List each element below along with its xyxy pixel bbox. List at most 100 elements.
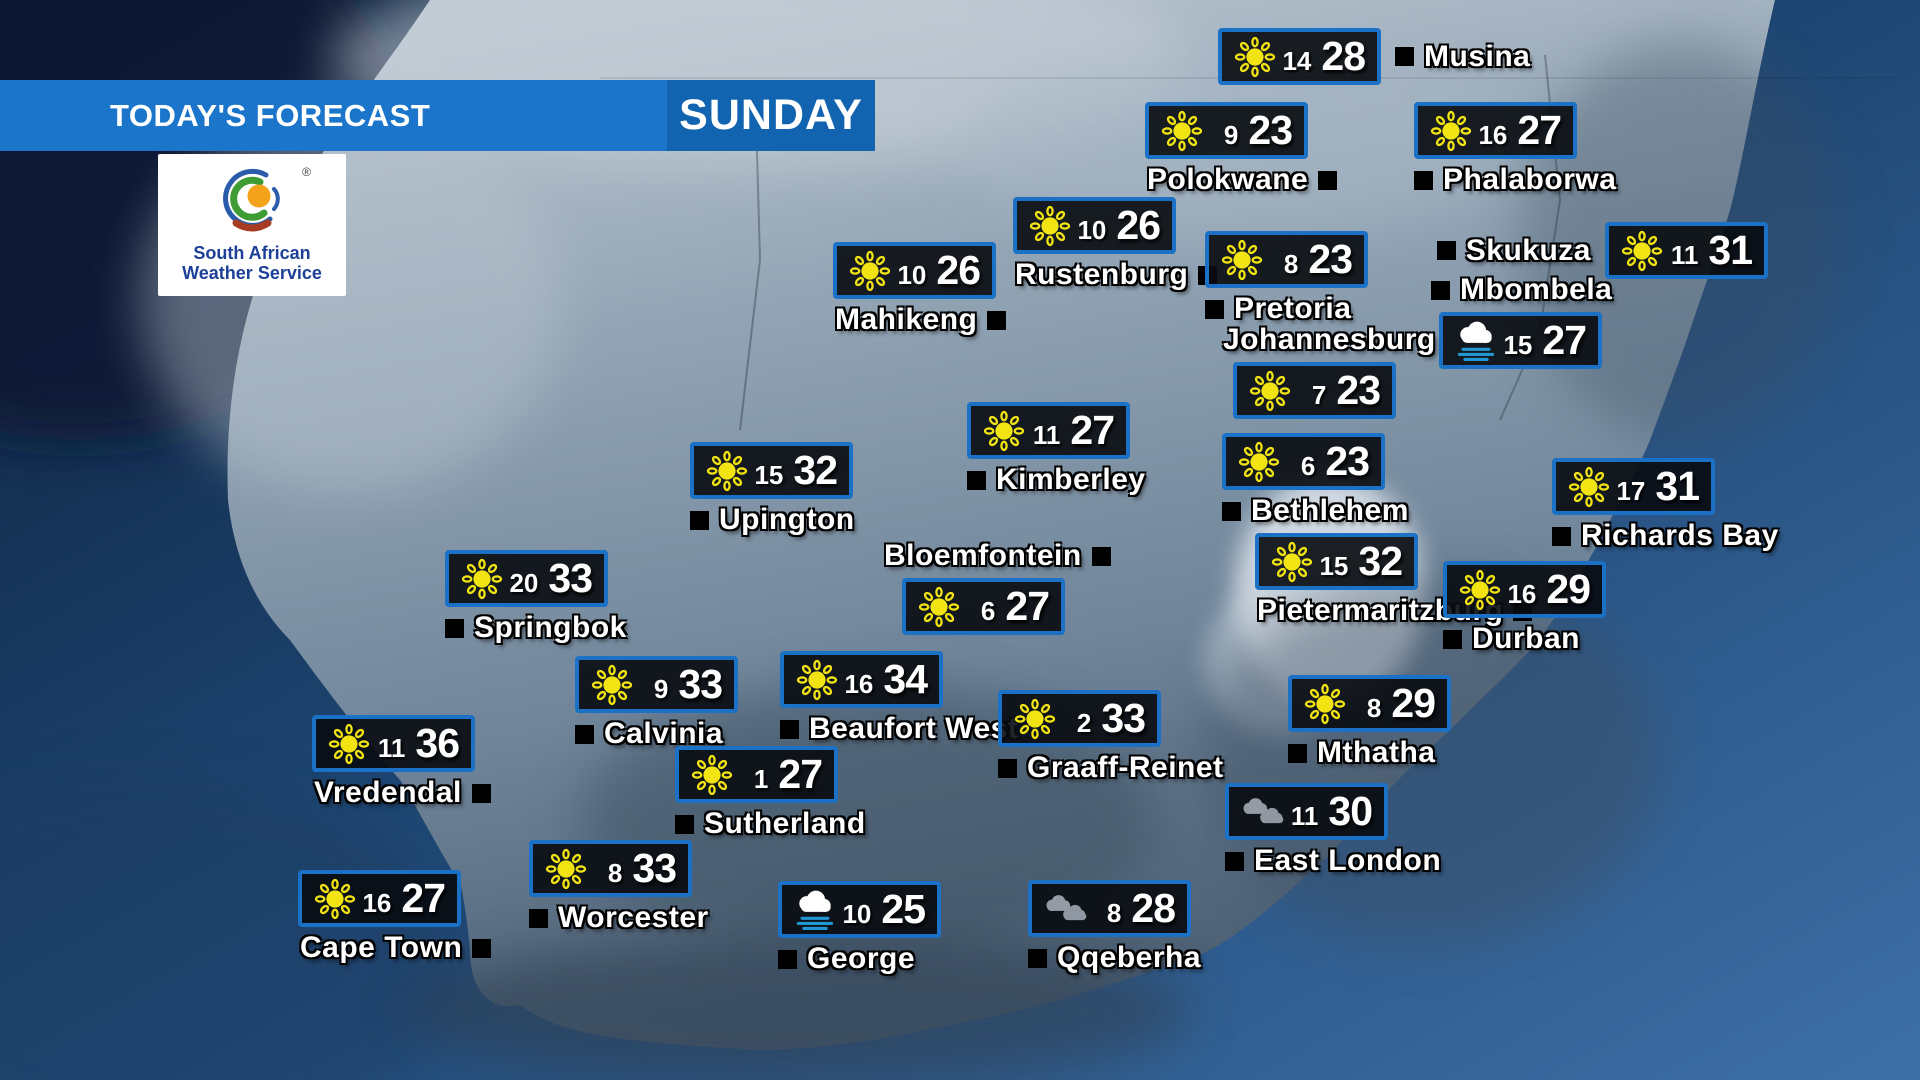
max-temp: 26 (936, 247, 981, 293)
city-name: Upington (719, 503, 855, 536)
city-name: Mthatha (1317, 736, 1436, 769)
city-label: Qqeberha (1028, 941, 1201, 975)
weather-badge: 10 26 (833, 242, 996, 299)
logo-line1: South African (193, 242, 311, 263)
weather-badge: 10 25 (778, 881, 941, 938)
weather-badge: 6 23 (1222, 433, 1385, 490)
map-marker-icon (967, 470, 986, 490)
city-johannesburg: 7 23 Johannesburg (1223, 323, 1435, 419)
city-name: Bloemfontein (884, 539, 1082, 572)
min-temp: 11 (1670, 240, 1699, 270)
temps: 9 23 (1224, 107, 1293, 154)
temps: 8 29 (1366, 680, 1436, 727)
map-marker-icon (1288, 743, 1307, 763)
max-temp: 27 (1517, 107, 1562, 153)
map-marker-icon (1225, 851, 1244, 871)
min-temp: 10 (897, 260, 927, 290)
city-name: Springbok (474, 611, 627, 644)
max-temp: 27 (1542, 317, 1587, 363)
max-temp: 26 (1116, 202, 1161, 248)
max-temp: 27 (1070, 407, 1115, 453)
registered-mark: ® (302, 164, 311, 179)
city-polokwane: 9 23 Polokwane (1145, 102, 1338, 196)
map-marker-icon (1443, 629, 1462, 649)
temps: 20 33 (509, 555, 593, 602)
city-bloemfontein: 6 27 Bloemfontein (884, 539, 1111, 635)
sunny-icon (541, 846, 591, 892)
city-label: Bethlehem (1222, 494, 1409, 528)
sunny-icon (1564, 464, 1614, 510)
city-label: East London (1225, 844, 1441, 878)
day-box: SUNDAY (667, 80, 875, 151)
temps: 11 36 (378, 720, 460, 767)
city-kimberley: 11 27 Kimberley (967, 402, 1145, 496)
city-label: Rustenburg (1015, 258, 1218, 292)
forecast-title: TODAY'S FORECAST (110, 97, 431, 133)
city-label: Cape Town (300, 931, 492, 965)
max-temp: 33 (678, 661, 723, 707)
weather-badge: 6 27 (902, 578, 1065, 635)
map-marker-icon (675, 814, 694, 834)
city-name: Polokwane (1147, 163, 1309, 196)
weather-badge: 2 33 (998, 690, 1161, 747)
min-temp: 16 (1478, 120, 1508, 150)
city-name: Calvinia (604, 717, 724, 750)
city-upington: 15 32 Upington (690, 442, 854, 536)
temps: 14 28 (1282, 33, 1366, 80)
city-label: Polokwane (1147, 163, 1338, 197)
map-marker-icon (1028, 948, 1047, 968)
temps: 11 27 (1033, 407, 1115, 454)
min-temp: 11 (1290, 801, 1319, 831)
city-label: Graaff-Reinet (998, 751, 1224, 785)
weather-badge: 8 29 (1288, 675, 1451, 732)
city-label: Durban (1443, 622, 1580, 656)
sunny-icon (587, 662, 637, 708)
min-temp: 15 (754, 460, 784, 490)
temps: 8 33 (608, 845, 677, 892)
city-name: Graaff-Reinet (1027, 751, 1224, 784)
city-qqeberha: 8 28 Qqeberha (1028, 880, 1201, 974)
city-phalaborwa: 16 27 Phalaborwa (1414, 102, 1616, 196)
weather-badge: 16 27 (1414, 102, 1577, 159)
city-durban: 16 29 Durban (1443, 561, 1606, 655)
weather-badge: 15 27 (1439, 312, 1602, 369)
min-temp: 6 (1300, 451, 1316, 481)
sunny-icon (1426, 108, 1476, 154)
map-marker-icon (1552, 526, 1571, 546)
sunny-icon (1157, 108, 1207, 154)
temps: 6 27 (981, 583, 1050, 630)
map-marker-icon (575, 724, 594, 744)
min-temp: 8 (1366, 693, 1382, 723)
min-temp: 14 (1282, 46, 1312, 76)
min-temp: 10 (1077, 215, 1107, 245)
temps: 10 26 (1077, 202, 1161, 249)
sunny-icon (1217, 237, 1267, 283)
min-temp: 17 (1616, 476, 1646, 506)
city-name: Worcester (558, 901, 709, 934)
city-name: Johannesburg (1223, 323, 1436, 356)
cloudy-icon (1040, 892, 1090, 926)
temps: 8 23 (1284, 236, 1353, 283)
city-name: Kimberley (996, 463, 1146, 496)
city-label: Bloemfontein (884, 539, 1111, 573)
city-label: Mbombela (1431, 273, 1612, 307)
temps: 6 23 (1300, 438, 1370, 485)
weather-badge: 15 32 (690, 442, 853, 499)
city-mbombela: 15 27 Mbombela (1431, 273, 1612, 369)
temps: 8 28 (1107, 885, 1176, 932)
map-marker-icon (998, 758, 1017, 778)
sunny-icon (1230, 34, 1280, 80)
temps: 16 27 (362, 875, 446, 922)
saws-emblem-icon: ® (197, 165, 311, 241)
city-label: Sutherland (675, 807, 866, 841)
max-temp: 33 (1101, 695, 1146, 741)
sunny-icon (1267, 539, 1317, 585)
day-label: SUNDAY (679, 91, 863, 139)
fog-icon (1451, 318, 1501, 364)
city-label: Upington (690, 503, 855, 537)
max-temp: 27 (1005, 583, 1050, 629)
min-temp: 15 (1319, 551, 1349, 581)
city-label: Mthatha (1288, 736, 1436, 770)
temps: 15 32 (1319, 538, 1403, 585)
